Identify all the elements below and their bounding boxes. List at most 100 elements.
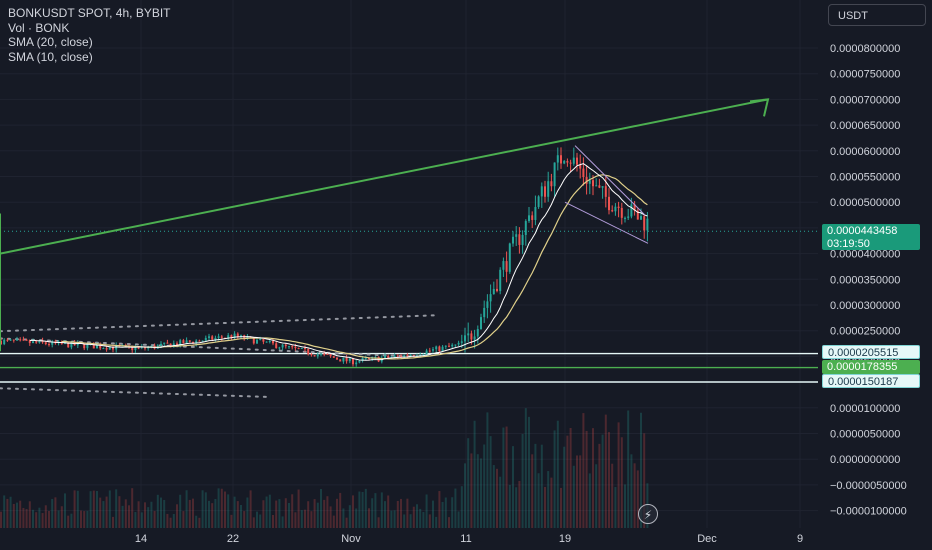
volume-bar (259, 514, 262, 528)
volume-bar (204, 492, 207, 528)
candle-body (284, 344, 287, 347)
dotted-trendline (0, 387, 271, 399)
volume-legend[interactable]: Vol · BONK (8, 20, 70, 35)
volume-bar (531, 454, 534, 528)
candle-body (483, 307, 486, 318)
sma10-legend[interactable]: SMA (10, close) (8, 49, 93, 64)
volume-bar (512, 446, 514, 528)
candle-body (572, 157, 575, 164)
volume-bar (307, 501, 310, 528)
candle-body (217, 336, 220, 338)
candle-body (358, 360, 361, 363)
candle-body (364, 358, 367, 360)
time-tick-label: 11 (460, 533, 471, 545)
candle-body (566, 161, 569, 163)
candle-body (368, 358, 370, 360)
volume-bar (428, 514, 431, 528)
volume-bar (326, 496, 329, 528)
volume-bar (12, 503, 15, 528)
level-badge-middle[interactable]: 0.0000178355 (822, 360, 920, 374)
volume-bar (134, 512, 137, 528)
volume-bar (444, 497, 447, 528)
candle-body (403, 355, 406, 358)
symbol-title[interactable]: BONKUSDT SPOT, 4h, BYBIT (8, 6, 171, 20)
time-tick-label: 9 (797, 533, 803, 545)
dotted-trendlines[interactable] (0, 314, 436, 399)
volume-bar (252, 517, 255, 528)
volume-bar (108, 490, 111, 528)
volume-bar (368, 508, 370, 528)
current-price-badge[interactable]: 0.0000443458 03:19:50 (822, 224, 920, 250)
candle-body (22, 339, 25, 341)
candle-body (268, 341, 271, 343)
candle-body (150, 345, 153, 348)
level-badge-upper[interactable]: 0.0000205515 (822, 345, 920, 359)
volume-bar (256, 511, 258, 528)
candle-body (598, 185, 601, 188)
volume-bar (217, 488, 220, 528)
volume-bar (198, 517, 201, 528)
sma20-legend[interactable]: SMA (20, close) (8, 35, 93, 49)
level-badge-lower[interactable]: 0.0000150187 (822, 374, 920, 388)
volume-bar (633, 463, 636, 528)
volume-bar (409, 514, 412, 528)
volume-bar (272, 514, 274, 528)
candle-body (464, 335, 466, 342)
price-tick-label: 0.0000100000 (830, 403, 900, 415)
candle-body (534, 206, 537, 220)
volume-bar (550, 477, 553, 528)
volume-bar (115, 489, 118, 528)
candle-body (6, 339, 9, 341)
candle-body (32, 341, 34, 344)
candle-body (86, 344, 89, 349)
candle-body (409, 355, 412, 357)
currency-selector-button[interactable]: USDT (828, 4, 926, 26)
horizontal-levels[interactable] (0, 352, 818, 383)
candle-body (604, 186, 607, 197)
volume-bar (102, 501, 105, 528)
volume-bar (502, 427, 505, 528)
candle-body (323, 353, 326, 355)
volume-bar (560, 487, 562, 528)
candle-body (352, 358, 354, 365)
candle-body (192, 341, 194, 344)
candle-body (384, 355, 386, 358)
candle-body (105, 348, 108, 350)
candle-body (278, 347, 281, 349)
volume-bar (150, 501, 153, 528)
current-price-value: 0.0000443458 (827, 225, 898, 237)
volume-bar (160, 497, 162, 528)
candle-body (544, 186, 546, 197)
volume-bar (489, 436, 492, 528)
volume-bar (230, 514, 233, 528)
volume-bar (390, 510, 393, 528)
candle-body (44, 342, 47, 345)
volume-bar (595, 464, 598, 528)
lightning-icon[interactable]: ⚡︎ (638, 504, 658, 524)
volume-bar (38, 507, 41, 528)
volume-bar (233, 496, 236, 528)
candle-body (307, 348, 310, 355)
candle-body (336, 357, 338, 360)
candle-body (540, 186, 543, 197)
volume-bar (473, 420, 476, 528)
candle-body (393, 355, 396, 358)
trend-drawings[interactable] (0, 98, 770, 352)
candle-body (329, 354, 332, 357)
volume-bar (131, 488, 134, 528)
volume-bar (380, 492, 383, 528)
candle-body (422, 354, 425, 356)
candle-body (406, 355, 409, 357)
volume-bar (572, 465, 575, 528)
candle-body (547, 181, 550, 197)
candle-body (169, 343, 172, 348)
volume-bar (262, 500, 265, 528)
candle-body (579, 164, 582, 169)
volume-bar (54, 497, 57, 528)
volume-bar (195, 515, 198, 528)
candle-body (467, 333, 470, 336)
candle-body (473, 336, 476, 340)
candle-body (624, 217, 626, 219)
